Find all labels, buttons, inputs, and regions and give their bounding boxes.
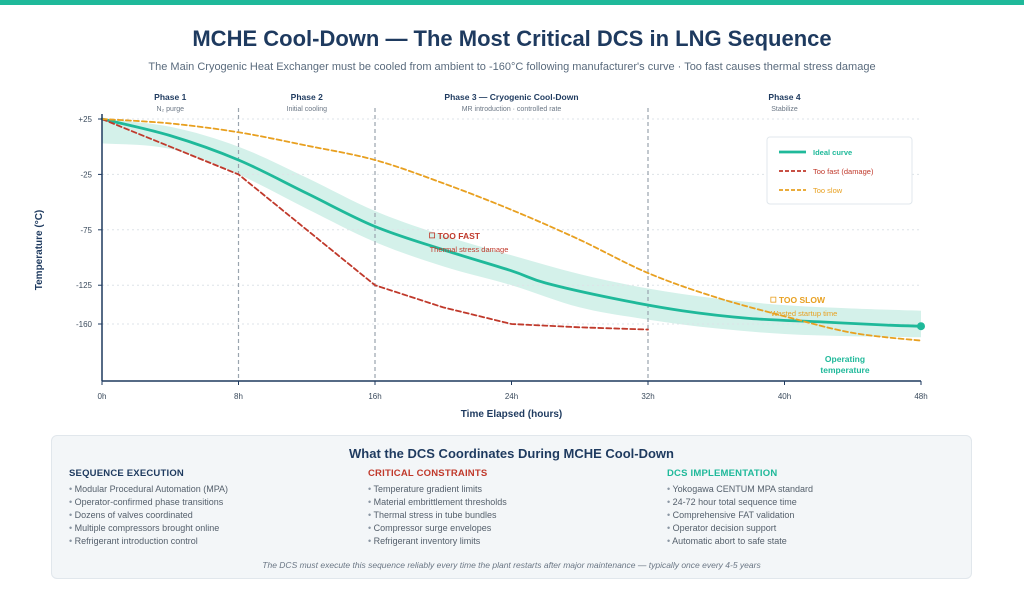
legend-label: Too fast (damage)	[813, 167, 874, 176]
legend: Ideal curve Too fast (damage) Too slow	[766, 136, 913, 205]
column-heading: SEQUENCE EXECUTION	[69, 468, 184, 479]
phase-description: Stabilize	[771, 106, 798, 113]
cooldown-chart: Phase 1 N₂ purge Phase 2 Initial cooling Pha…	[34, 92, 928, 420]
list-item: Automatic abort to safe state	[667, 535, 957, 548]
column-critical-constraints: CRITICAL CONSTRAINTS Temperature gradien…	[368, 468, 658, 548]
x-tick-label: 48h	[914, 392, 927, 401]
phase-label: Phase 4	[768, 92, 800, 102]
x-tick-label: 32h	[641, 392, 654, 401]
phase-description: Initial cooling	[287, 106, 328, 113]
too-slow-icon	[770, 296, 777, 303]
column-dcs-implementation: DCS IMPLEMENTATION Yokogawa CENTUM MPA s…	[667, 468, 957, 548]
phase-description: N₂ purge	[156, 106, 184, 113]
panel-title: What the DCS Coordinates During MCHE Coo…	[349, 446, 674, 461]
x-tick-label: 16h	[368, 392, 381, 401]
too-fast-annotation-text: Thermal stress damage	[430, 245, 509, 254]
y-tick-label: +25	[78, 115, 92, 124]
legend-label: Ideal curve	[813, 148, 852, 157]
top-accent-bar	[0, 0, 1024, 5]
phase-group: Phase 1 N₂ purge Phase 2 Initial cooling Pha…	[154, 92, 801, 381]
legend-label: Too slow	[813, 186, 843, 195]
list-item: Material embrittlement thresholds	[368, 496, 658, 509]
y-tick-label: -25	[80, 170, 92, 179]
list-item: Refrigerant introduction control	[69, 535, 359, 548]
series-line-ideal-curve	[100, 117, 923, 328]
series-group	[100, 117, 925, 342]
list-item: Thermal stress in tube bundles	[368, 509, 658, 522]
annotations-group: TOO FAST Thermal stress damage TOO SLOW Was…	[429, 231, 870, 375]
list-item: Operator decision support	[667, 522, 957, 535]
y-axis-title: Temperature (°C)	[34, 210, 45, 291]
list-item: Yokogawa CENTUM MPA standard	[667, 483, 957, 496]
list-item: Refrigerant inventory limits	[368, 535, 658, 548]
list-item: Compressor surge envelopes	[368, 522, 658, 535]
operating-point-marker	[917, 322, 925, 331]
column-heading: CRITICAL CONSTRAINTS	[368, 468, 488, 479]
phase-label: Phase 1	[154, 92, 186, 102]
dcs-coordination-panel: What the DCS Coordinates During MCHE Coo…	[51, 435, 972, 579]
y-tick-label: -75	[80, 226, 92, 235]
page-title: MCHE Cool-Down — The Most Critical DCS i…	[192, 26, 832, 51]
x-axis-title: Time Elapsed (hours)	[461, 409, 563, 420]
legend-box	[766, 136, 913, 205]
column-sequence-execution: SEQUENCE EXECUTION Modular Procedural Au…	[69, 468, 359, 548]
too-fast-annotation-title: TOO FAST	[438, 231, 481, 241]
too-fast-icon	[429, 232, 436, 239]
list-item: 24-72 hour total sequence time	[667, 496, 957, 509]
list-item: Dozens of valves coordinated	[69, 509, 359, 522]
y-tick-label: -125	[76, 281, 93, 290]
operating-temperature-label: Operating	[825, 354, 865, 364]
axes-group: +25 -25 -75 -125 -160 0h 8h 16h 24h 32h 40h 48h Time…	[34, 114, 928, 420]
series-line-too-fast-damage	[101, 118, 649, 331]
x-tick-label: 0h	[98, 392, 107, 401]
too-slow-annotation-title: TOO SLOW	[779, 295, 826, 305]
phase-label: Phase 3 — Cryogenic Cool-Down	[444, 92, 578, 102]
x-tick-label: 40h	[778, 392, 791, 401]
page-subtitle: The Main Cryogenic Heat Exchanger must b…	[148, 61, 876, 73]
x-tick-label: 24h	[505, 392, 518, 401]
list-item: Comprehensive FAT validation	[667, 509, 957, 522]
list-item: Multiple compressors brought online	[69, 522, 359, 535]
y-tick-label: -160	[76, 320, 93, 329]
phase-description: MR introduction · controlled rate	[462, 106, 562, 113]
operating-temperature-label-line2: temperature	[820, 365, 869, 375]
list-item: Modular Procedural Automation (MPA)	[69, 483, 359, 496]
list-item: Temperature gradient limits	[368, 483, 658, 496]
x-tick-label: 8h	[234, 392, 243, 401]
list-item: Operator-confirmed phase transitions	[69, 496, 359, 509]
panel-footnote: The DCS must execute this sequence relia…	[262, 560, 761, 570]
phase-label: Phase 2	[291, 92, 323, 102]
series-line-too-slow	[101, 118, 922, 342]
too-slow-annotation-text: Wasted startup time	[771, 309, 837, 318]
column-heading: DCS IMPLEMENTATION	[667, 468, 778, 479]
